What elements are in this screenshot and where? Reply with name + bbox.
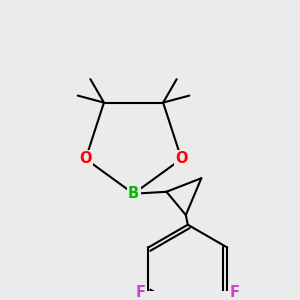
Text: F: F xyxy=(230,286,240,300)
Text: F: F xyxy=(136,286,146,300)
Text: O: O xyxy=(80,152,92,166)
Text: B: B xyxy=(128,186,139,201)
Text: O: O xyxy=(175,152,188,166)
